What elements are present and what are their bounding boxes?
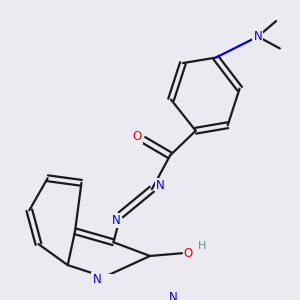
Text: N: N: [156, 179, 164, 192]
Text: O: O: [184, 247, 193, 260]
Text: N: N: [112, 214, 121, 227]
Text: N: N: [169, 291, 177, 300]
Text: N: N: [254, 30, 262, 43]
Text: N: N: [93, 273, 101, 286]
Text: H: H: [198, 241, 206, 251]
Text: O: O: [133, 130, 142, 143]
